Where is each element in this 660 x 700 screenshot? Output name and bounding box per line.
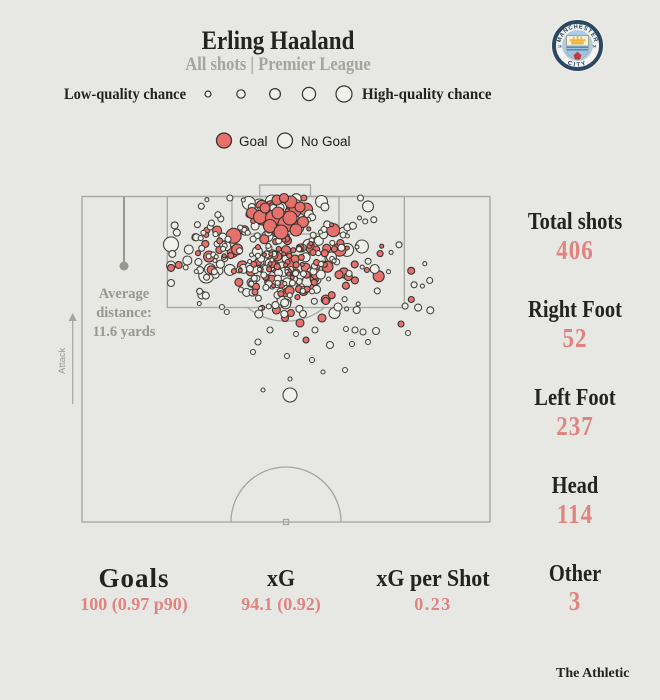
svg-text:94: 94 [593,45,597,49]
svg-text:18: 18 [558,45,562,49]
svg-text:CITY: CITY [567,59,589,68]
